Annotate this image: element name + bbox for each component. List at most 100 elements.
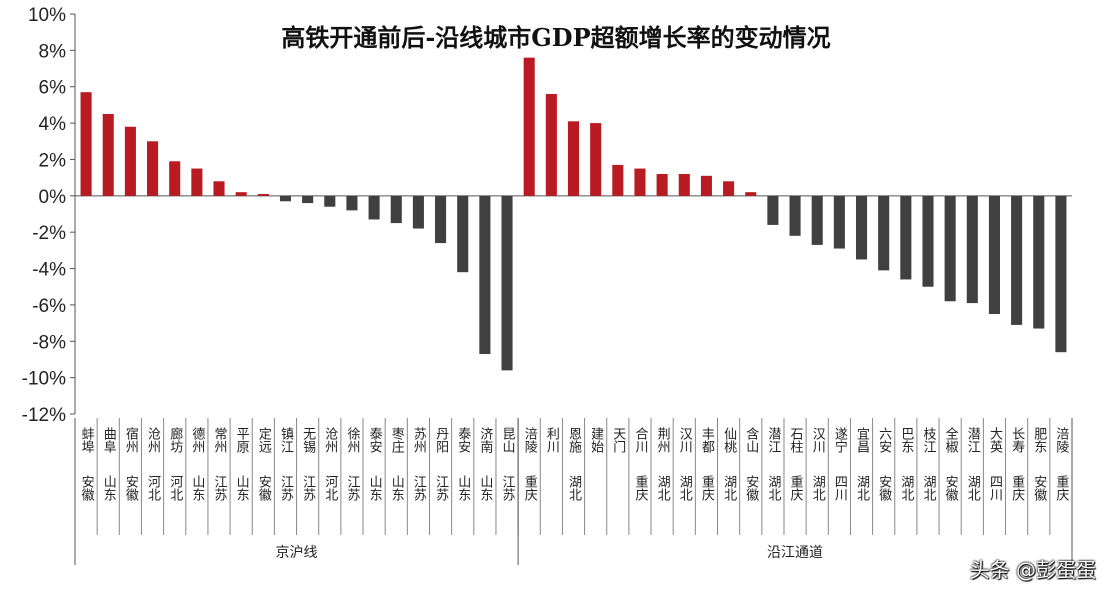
category-city-label: 廊坊 (167, 426, 183, 454)
bar (235, 192, 247, 196)
chart-title: 高铁开通前后-沿线城市GDP超额增长率的变动情况 (281, 23, 831, 52)
bar (634, 168, 646, 196)
y-tick-label: -8% (32, 332, 66, 353)
bar (412, 195, 424, 229)
category-province-label: 河北 (145, 475, 161, 502)
bar (1033, 195, 1045, 329)
category-city-label: 遂宁 (832, 427, 848, 453)
bar (1011, 195, 1023, 325)
category-city-label: 泰安 (455, 427, 471, 453)
category-city-label: 利川 (544, 427, 560, 453)
category-city-label: 建始 (588, 427, 604, 453)
category-city-label: 巴东 (898, 427, 914, 453)
category-city-label: 德州 (189, 427, 205, 453)
bar (545, 94, 557, 196)
category-province-label: 湖北 (677, 475, 693, 502)
bar (435, 195, 447, 244)
category-province-label: 重庆 (632, 474, 648, 501)
bar (257, 194, 269, 196)
bar (523, 57, 535, 196)
bar (479, 195, 491, 354)
category-city-label: 潜江 (765, 427, 781, 453)
category-province-label: 湖北 (854, 475, 870, 502)
category-province-label: 山东 (234, 475, 250, 501)
bar (789, 195, 801, 236)
y-tick-label: 8% (39, 41, 67, 62)
category-city-label: 济南 (477, 427, 493, 453)
category-province-label: 江苏 (212, 475, 228, 501)
category-province-label: 江苏 (500, 475, 516, 501)
category-city-label: 昆山 (500, 427, 515, 453)
bar (922, 195, 934, 287)
category-province-label: 安徽 (876, 475, 892, 501)
bar (767, 195, 779, 225)
bar (191, 168, 203, 196)
category-city-label: 枣庄 (389, 427, 405, 454)
y-tick-label: 2% (39, 150, 67, 171)
category-city-label: 丹阳 (433, 427, 449, 453)
bar (900, 195, 912, 280)
bar (147, 141, 159, 196)
category-province-label: 山东 (101, 475, 117, 501)
category-city-label: 涪陵 (522, 427, 538, 453)
category-province-label: 湖北 (965, 475, 981, 502)
category-province-label: 山东 (455, 475, 471, 501)
watermark: 头条 @彭蛋蛋 (969, 558, 1096, 582)
bar (124, 126, 136, 196)
y-tick-label: -12% (22, 405, 66, 426)
category-province-label: 江苏 (344, 475, 360, 501)
category-city-label: 徐州 (344, 427, 360, 453)
category-city-label: 天门 (610, 427, 626, 453)
group-label: 沿江通道 (767, 545, 823, 561)
category-city-label: 荆州 (655, 426, 671, 453)
category-city-label: 涪陵 (1053, 427, 1069, 453)
category-city-label: 汉川 (810, 427, 826, 453)
category-province-label: 安徽 (123, 475, 139, 501)
category-province-label: 安徽 (79, 475, 95, 501)
y-tick-label: -4% (32, 260, 66, 281)
category-city-label: 蚌埠 (79, 427, 95, 453)
category-province-label: 湖北 (721, 475, 737, 502)
bar (302, 195, 314, 204)
bar (390, 195, 402, 224)
category-province-label: 山东 (367, 475, 383, 501)
category-province-label: 安徽 (1031, 475, 1047, 501)
bar (612, 164, 624, 196)
category-city-label: 大英 (987, 427, 1003, 453)
category-province-label: 重庆 (788, 474, 804, 501)
category-city-label: 沧州 (145, 426, 161, 453)
category-city-label: 定远 (256, 427, 272, 454)
y-tick-label: 10% (28, 5, 66, 26)
category-province-label: 湖北 (566, 475, 582, 502)
category-city-label: 镇江 (278, 427, 294, 453)
category-province-label: 重庆 (522, 474, 538, 501)
category-city-label: 泰安 (367, 427, 383, 453)
bar (213, 181, 225, 196)
bar (878, 195, 890, 271)
category-city-label: 宿州 (123, 426, 139, 453)
category-city-label: 仙桃 (721, 427, 737, 454)
category-city-label: 苏州 (411, 426, 427, 453)
bar (501, 195, 513, 371)
bar (855, 195, 868, 260)
bar (567, 121, 580, 196)
bar (811, 195, 823, 245)
category-province-label: 山东 (389, 475, 405, 501)
category-province-label: 安徽 (943, 475, 959, 501)
bar (966, 195, 978, 304)
category-city-label: 丰都 (699, 427, 715, 453)
category-city-label: 肥东 (1031, 427, 1047, 453)
category-province-label: 江苏 (278, 475, 294, 501)
category-province-label: 山东 (477, 475, 493, 501)
y-tick-label: -2% (32, 223, 66, 244)
bar (1055, 195, 1067, 353)
category-province-label: 河北 (322, 475, 338, 502)
bar (80, 92, 92, 196)
bar (346, 195, 358, 211)
category-city-label: 全椒 (943, 426, 959, 454)
bar (745, 192, 757, 196)
category-province-label: 安徽 (743, 475, 759, 501)
category-province-label: 湖北 (920, 475, 936, 502)
bar (656, 174, 668, 196)
category-province-label: 山东 (189, 475, 205, 501)
